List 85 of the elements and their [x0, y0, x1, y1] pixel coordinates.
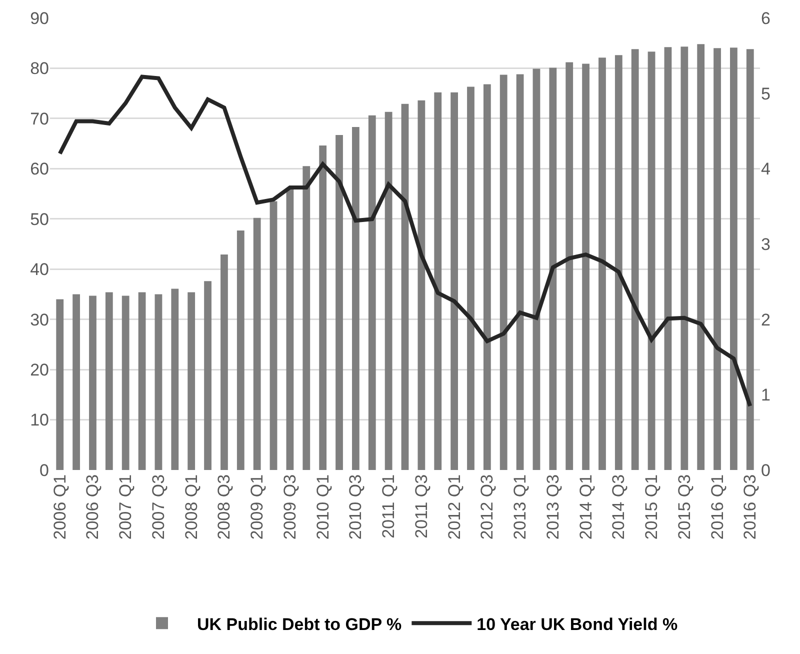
bar — [171, 288, 179, 470]
bar — [401, 104, 409, 470]
bar — [680, 46, 688, 470]
line-series — [58, 74, 752, 408]
x-tick-label: 2013 Q1 — [510, 474, 530, 540]
x-tick-label: 2009 Q1 — [248, 474, 267, 540]
bar — [532, 68, 540, 470]
bar — [270, 201, 278, 470]
bar — [500, 74, 508, 470]
x-tick-label: 2014 Q1 — [576, 474, 596, 540]
bar — [746, 49, 754, 470]
bar — [204, 281, 212, 470]
bar — [154, 294, 162, 470]
bar — [236, 230, 244, 470]
y-tick-label: 80 — [30, 59, 49, 78]
bar — [122, 296, 130, 470]
bar — [89, 296, 96, 470]
bar — [72, 294, 80, 470]
bar — [336, 135, 343, 470]
bar — [664, 47, 672, 470]
bar — [631, 49, 639, 470]
legend-label: 10 Year UK Bond Yield % — [476, 614, 678, 634]
bar — [352, 126, 360, 470]
bar — [549, 68, 557, 470]
y-tick-label: 0 — [40, 460, 49, 480]
x-tick-label: 2007 Q1 — [116, 474, 136, 540]
bar — [450, 92, 458, 470]
x-tick-label: 2013 Q3 — [543, 474, 562, 540]
bar — [368, 115, 376, 470]
bar — [697, 44, 705, 470]
x-tick-label: 2015 Q3 — [674, 474, 694, 540]
bar — [516, 74, 524, 470]
x-tick-label: 2012 Q1 — [444, 474, 464, 540]
x-tick-label: 2006 Q1 — [50, 474, 70, 540]
bar — [598, 58, 606, 470]
x-tick-label: 2011 Q1 — [379, 474, 398, 538]
bar — [614, 55, 622, 470]
y-tick-label: 10 — [30, 410, 49, 430]
y2-tick-label: 4 — [761, 160, 770, 179]
x-tick-label: 2009 Q3 — [280, 474, 300, 540]
bar — [714, 48, 721, 470]
x-tick-label: 2008 Q1 — [182, 474, 201, 540]
bar — [138, 292, 146, 470]
x-tick-label: 2010 Q3 — [346, 474, 366, 540]
bar — [302, 166, 310, 470]
y-tick-label: 40 — [30, 260, 49, 280]
x-tick-label: 2016 Q3 — [740, 474, 760, 540]
bar — [434, 92, 442, 470]
y2-tick-label: 2 — [761, 310, 770, 330]
y2-tick-label: 5 — [761, 84, 770, 104]
y-tick-label: 50 — [30, 210, 49, 229]
bar — [648, 52, 656, 470]
x-tick-label: 2007 Q3 — [148, 474, 168, 540]
bar — [566, 62, 574, 470]
bar — [105, 292, 113, 470]
y2-tick-label: 3 — [761, 234, 770, 254]
bar — [730, 48, 738, 470]
bar — [253, 218, 261, 470]
y-tick-label: 20 — [30, 360, 49, 380]
y2-tick-label: 6 — [761, 8, 770, 28]
x-tick-label: 2011 Q3 — [412, 474, 431, 538]
bar — [220, 254, 228, 470]
y2-tick-label: 1 — [761, 386, 770, 405]
y-tick-label: 30 — [30, 310, 49, 330]
bar — [467, 86, 474, 470]
bar — [582, 64, 590, 470]
y2-tick-label: 0 — [761, 460, 770, 480]
bar — [384, 112, 392, 470]
x-tick-label: 2014 Q3 — [609, 474, 628, 540]
legend-label: UK Public Debt to GDP % — [197, 614, 402, 634]
x-tick-label: 2016 Q1 — [708, 474, 727, 540]
bar — [286, 188, 294, 470]
bar — [319, 146, 327, 470]
x-tick-label: 2012 Q3 — [478, 474, 497, 540]
y-tick-label: 90 — [30, 8, 49, 28]
x-tick-label: 2008 Q3 — [214, 474, 234, 540]
x-tick-label: 2010 Q1 — [313, 474, 332, 540]
x-tick-label: 2015 Q1 — [642, 474, 662, 540]
y-tick-label: 70 — [30, 109, 49, 128]
y-tick-label: 60 — [30, 160, 49, 179]
bar — [188, 292, 196, 470]
bar — [56, 299, 64, 470]
x-tick-label: 2006 Q3 — [83, 474, 102, 540]
bar — [418, 100, 426, 470]
bar — [483, 84, 491, 470]
